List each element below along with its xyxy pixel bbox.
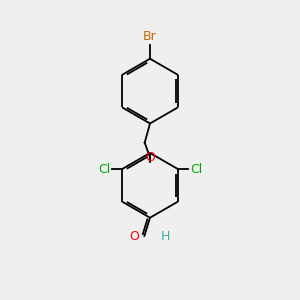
Text: Br: Br [143,29,157,43]
Text: O: O [145,151,155,164]
Text: Cl: Cl [190,163,202,176]
Text: H: H [160,230,170,243]
Text: O: O [129,230,139,243]
Text: Cl: Cl [98,163,110,176]
